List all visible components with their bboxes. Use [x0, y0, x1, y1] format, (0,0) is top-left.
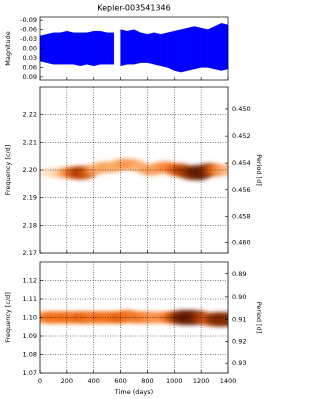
- y-tick-label: 2.17: [23, 249, 37, 257]
- y-axis-label: Frequency [c/d]: [4, 145, 12, 196]
- y2-axis-label: Period [d]: [255, 154, 263, 186]
- light-curve-band: [214, 22, 222, 71]
- y-tick-label: 1.08: [23, 351, 37, 359]
- y-tick-label: 0.06: [23, 63, 37, 71]
- y-tick-label: 1.07: [23, 369, 37, 377]
- light-curve-band: [194, 26, 202, 70]
- x-tick-label: 1400: [220, 377, 237, 385]
- y2-tick-label: 0.452: [232, 132, 251, 140]
- y-tick-label: 2.19: [23, 194, 37, 202]
- x-tick-label: 800: [141, 377, 153, 385]
- light-curve-band: [180, 27, 188, 73]
- y-tick-label: 1.09: [23, 332, 37, 340]
- y-axis-label: Magnitude: [4, 31, 12, 65]
- y2-tick-label: 0.89: [232, 270, 246, 278]
- y-tick-label: 0.00: [23, 45, 37, 53]
- y-tick-label: 2.22: [23, 111, 37, 119]
- y2-tick-label: 0.92: [232, 338, 246, 346]
- y2-tick-label: 0.450: [232, 105, 251, 113]
- y2-tick-label: 0.90: [232, 293, 246, 301]
- y-tick-label: -0.09: [20, 16, 37, 24]
- y-tick-label: 0.03: [23, 54, 37, 62]
- y-tick-label: -0.06: [20, 26, 37, 34]
- light-curve-band: [120, 29, 128, 67]
- light-curve-band: [200, 27, 209, 68]
- light-curve-band: [100, 30, 108, 65]
- light-curve-band: [53, 32, 61, 65]
- y-tick-label: 1.10: [23, 314, 37, 322]
- light-curve-band: [187, 26, 195, 71]
- light-curve-band: [207, 26, 215, 70]
- x-tick-label: 600: [114, 377, 126, 385]
- light-curve-band: [106, 32, 115, 65]
- light-curve-band: [127, 29, 135, 65]
- x-tick-label: 1000: [166, 377, 183, 385]
- y2-tick-label: 0.456: [232, 186, 251, 194]
- light-curve-band: [66, 30, 74, 65]
- light-curve-band: [86, 30, 94, 67]
- panel: [40, 159, 228, 180]
- x-tick-label: 1200: [193, 377, 210, 385]
- power-blob: [219, 312, 228, 326]
- y-tick-label: 2.21: [23, 138, 37, 146]
- light-curve-band: [73, 32, 81, 67]
- light-curve-band: [167, 30, 175, 71]
- light-curve-band: [133, 29, 141, 65]
- y2-tick-label: 0.93: [232, 359, 246, 367]
- light-curve-band: [80, 32, 88, 67]
- y2-tick-label: 0.454: [232, 159, 251, 167]
- y2-tick-label: 0.460: [232, 239, 251, 247]
- panel: [39, 22, 229, 73]
- y-tick-label: 2.18: [23, 221, 37, 229]
- light-curve-band: [174, 29, 182, 73]
- x-tick-label: 200: [61, 377, 73, 385]
- light-curve-band: [59, 30, 68, 65]
- chart-title: Kepler-003541346: [97, 4, 170, 13]
- light-curve-band: [153, 32, 162, 67]
- panel: [40, 310, 228, 327]
- y-tick-label: 1.11: [23, 295, 37, 303]
- y-tick-label: 0.09: [23, 73, 37, 81]
- y-tick-label: -0.03: [20, 35, 37, 43]
- y2-tick-label: 0.458: [232, 212, 251, 220]
- x-tick-label: 400: [88, 377, 100, 385]
- y2-axis-label: Period [d]: [255, 302, 263, 334]
- light-curve-band: [93, 30, 101, 67]
- chart: Kepler-003541346-0.09-0.06-0.030.000.030…: [4, 4, 263, 397]
- light-curve-band: [221, 23, 229, 71]
- y-tick-label: 1.12: [23, 277, 37, 285]
- x-tick-label: 0: [38, 377, 42, 385]
- light-curve-band: [147, 32, 155, 65]
- x-axis-label: Time (days): [114, 388, 153, 396]
- light-curve-band: [46, 32, 54, 65]
- y-tick-label: 2.20: [23, 166, 37, 174]
- y2-tick-label: 0.91: [232, 315, 246, 323]
- power-blob: [219, 165, 228, 175]
- y-axis-label: Frequency [c/d]: [4, 292, 12, 343]
- light-curve-band: [140, 32, 148, 63]
- light-curve-band: [160, 32, 168, 68]
